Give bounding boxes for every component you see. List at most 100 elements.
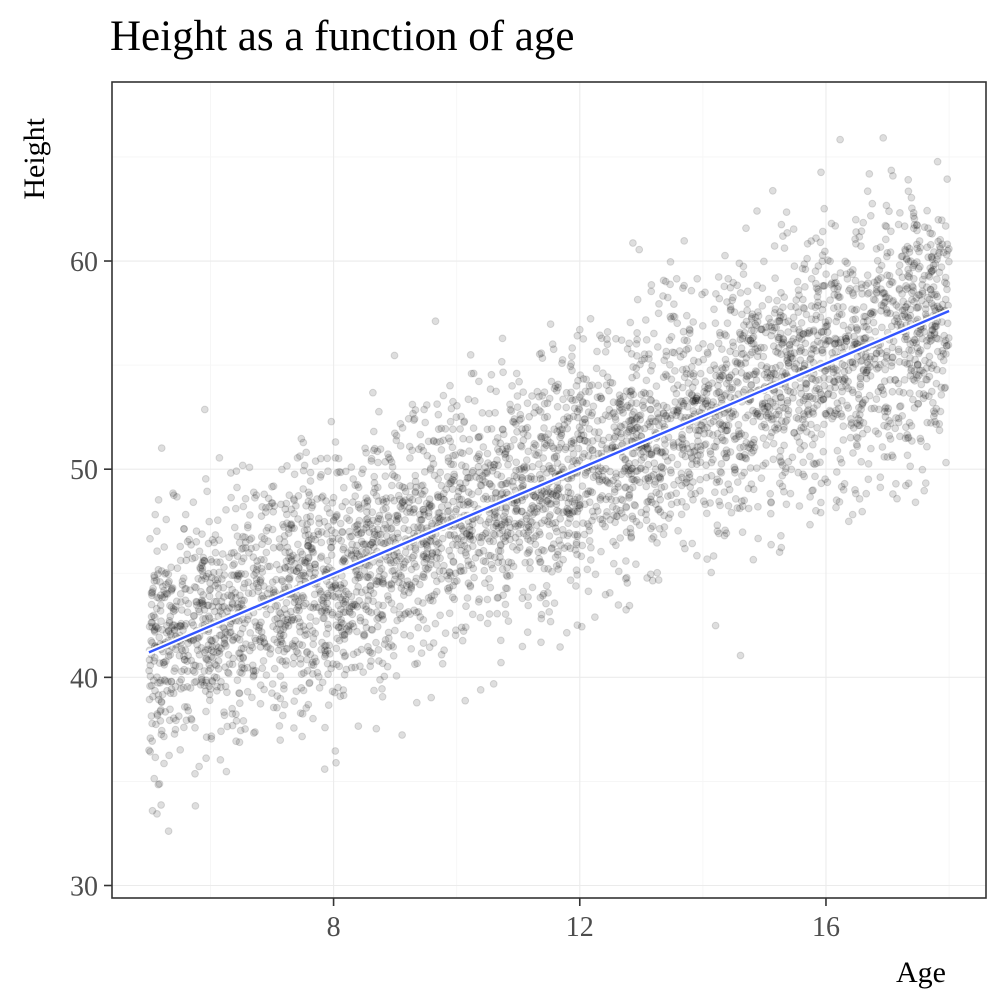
scatter-point xyxy=(220,711,229,720)
scatter-point xyxy=(260,638,269,647)
scatter-point xyxy=(427,693,436,702)
scatter-point xyxy=(625,492,633,500)
scatter-point xyxy=(768,428,776,437)
scatter-point xyxy=(677,469,686,478)
scatter-point xyxy=(378,685,386,693)
scatter-point xyxy=(666,466,675,475)
scatter-point xyxy=(230,523,239,532)
scatter-point xyxy=(485,515,494,523)
scatter-point xyxy=(528,392,536,400)
scatter-point xyxy=(341,600,350,609)
scatter-point xyxy=(558,463,566,472)
scatter-point xyxy=(459,536,468,545)
scatter-point xyxy=(191,802,200,810)
scatter-point xyxy=(900,335,909,344)
scatter-point xyxy=(858,507,867,516)
scatter-point xyxy=(450,470,459,479)
scatter-point xyxy=(181,646,190,654)
scatter-point xyxy=(810,404,818,413)
scatter-point xyxy=(517,414,525,423)
scatter-point xyxy=(549,345,558,354)
scatter-point xyxy=(289,551,297,560)
scatter-point xyxy=(540,424,548,432)
scatter-point xyxy=(838,396,846,405)
scatter-point xyxy=(426,536,435,545)
scatter-point xyxy=(225,553,234,562)
scatter-point xyxy=(831,339,839,348)
scatter-point xyxy=(463,594,472,602)
scatter-point xyxy=(655,300,663,308)
scatter-point xyxy=(522,456,531,465)
scatter-point xyxy=(148,587,157,596)
scatter-point xyxy=(363,508,371,516)
scatter-point xyxy=(359,601,367,609)
scatter-point xyxy=(377,564,386,573)
scatter-point xyxy=(572,566,581,575)
scatter-point xyxy=(904,434,912,443)
scatter-point xyxy=(853,434,862,443)
scatter-point xyxy=(932,322,941,331)
scatter-point xyxy=(312,603,321,611)
scatter-point xyxy=(510,519,519,528)
scatter-point xyxy=(230,548,238,557)
scatter-point xyxy=(285,548,294,557)
scatter-point xyxy=(563,413,572,421)
scatter-point xyxy=(908,282,917,290)
scatter-point xyxy=(826,384,834,393)
scatter-point xyxy=(150,577,159,585)
scatter-point xyxy=(484,518,493,527)
scatter-point xyxy=(921,310,930,319)
scatter-point xyxy=(598,472,607,481)
scatter-point xyxy=(689,318,698,326)
scatter-point xyxy=(767,412,776,421)
scatter-point xyxy=(191,553,199,562)
scatter-point xyxy=(320,614,329,623)
scatter-point xyxy=(847,323,856,332)
scatter-point xyxy=(277,500,285,509)
scatter-point xyxy=(537,491,545,500)
scatter-point xyxy=(783,396,792,405)
scatter-point xyxy=(611,413,620,421)
scatter-point xyxy=(266,649,275,658)
scatter-point xyxy=(766,373,774,382)
scatter-point xyxy=(338,527,347,536)
scatter-point xyxy=(852,285,861,293)
scatter-point xyxy=(271,615,279,624)
scatter-point xyxy=(812,315,820,324)
scatter-point xyxy=(538,546,546,554)
scatter-point xyxy=(351,663,360,672)
scatter-point xyxy=(419,505,428,514)
scatter-point xyxy=(292,502,300,510)
scatter-point xyxy=(842,337,851,345)
scatter-point xyxy=(679,350,688,359)
scatter-point xyxy=(268,482,276,491)
scatter-point xyxy=(401,558,410,566)
scatter-point xyxy=(278,711,287,720)
scatter-point xyxy=(199,601,208,609)
scatter-point xyxy=(849,449,857,457)
scatter-point xyxy=(548,442,556,451)
scatter-point xyxy=(859,218,868,227)
scatter-point xyxy=(572,520,580,529)
scatter-point xyxy=(328,499,337,507)
scatter-point xyxy=(633,295,642,304)
scatter-point xyxy=(331,454,340,462)
scatter-point xyxy=(205,696,214,705)
scatter-point xyxy=(519,388,528,397)
scatter-point xyxy=(532,532,540,540)
scatter-point xyxy=(872,349,881,358)
scatter-point xyxy=(260,535,269,543)
scatter-point xyxy=(709,431,717,439)
scatter-point xyxy=(211,548,220,557)
scatter-point xyxy=(298,641,307,650)
scatter-point xyxy=(765,314,773,323)
scatter-point xyxy=(592,502,601,511)
scatter-point xyxy=(901,434,910,443)
scatter-point xyxy=(611,432,619,441)
scatter-point xyxy=(419,599,427,607)
scatter-point xyxy=(801,283,809,291)
scatter-point xyxy=(259,657,268,665)
scatter-point xyxy=(378,612,387,620)
scatter-point xyxy=(498,558,507,566)
scatter-point xyxy=(637,508,646,517)
